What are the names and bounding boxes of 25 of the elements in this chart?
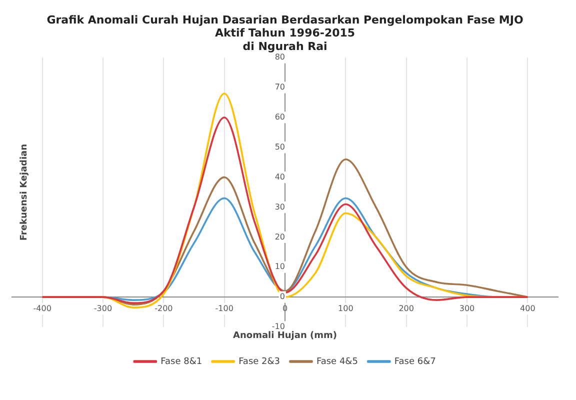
x-tick-label: 300 xyxy=(459,304,475,313)
x-tick-label: -100 xyxy=(215,304,234,313)
legend-label: Fase 8&1 xyxy=(160,356,202,367)
y-tick-label: 60 xyxy=(274,112,285,122)
x-tick-label: 100 xyxy=(338,304,354,313)
x-tick-label: -300 xyxy=(94,304,112,313)
y-tick-label: 50 xyxy=(274,142,285,152)
chart-title: Grafik Anomali Curah Hujan Dasarian Berdasarkan Pengelompokan Fase MJO Aktif Tahun 1996-2015 di Ngurah Rai xyxy=(46,13,524,53)
y-tick-label: -10 xyxy=(272,322,285,332)
legend-label: Fase 6&7 xyxy=(394,356,436,367)
y-axis-title: Frekuensi Kejadian xyxy=(19,144,30,241)
y-tick-label: 20 xyxy=(274,232,285,242)
x-tick-label: 200 xyxy=(398,304,414,313)
legend-label: Fase 2&3 xyxy=(238,356,280,367)
x-tick-label: 400 xyxy=(520,304,536,313)
legend-label: Fase 4&5 xyxy=(316,356,358,367)
x-tick-label: -400 xyxy=(33,304,52,313)
y-tick-label: 40 xyxy=(274,172,285,182)
x-tick-label: -200 xyxy=(154,304,173,313)
x-axis-title: Anomali Hujan (mm) xyxy=(233,330,337,341)
y-tick-label: 70 xyxy=(274,82,285,92)
y-tick-label: 30 xyxy=(274,202,285,212)
y-tick-label: 80 xyxy=(274,52,285,62)
y-tick-label: 10 xyxy=(274,262,285,272)
y-tick-label: 0 xyxy=(280,292,285,302)
